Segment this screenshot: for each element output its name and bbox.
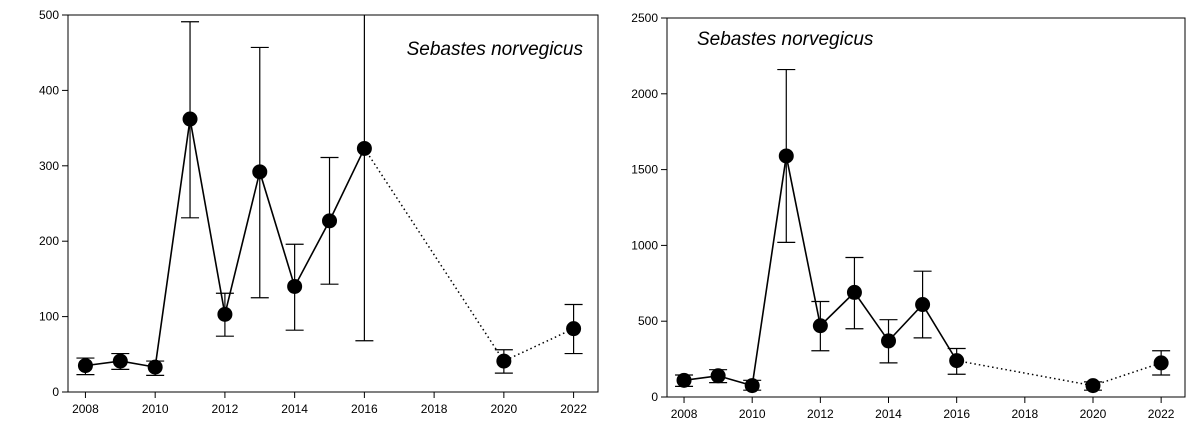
y-tick-label: 200 [39,234,59,248]
data-point [287,278,303,294]
data-point [710,368,726,384]
x-tick-label: 2016 [943,407,970,421]
y-tick-label: 400 [39,83,59,97]
y-tick-label: 500 [39,8,59,22]
x-tick-label: 2014 [281,402,308,416]
data-point [566,321,582,337]
x-tick-label: 2020 [491,402,518,416]
x-tick-label: 2020 [1080,407,1107,421]
y-tick-label: 1500 [631,163,658,177]
x-tick-label: 2014 [875,407,902,421]
data-point [915,297,931,313]
data-point [147,359,163,375]
y-tick-label: 500 [638,314,658,328]
data-point [496,353,512,369]
x-tick-label: 2016 [351,402,378,416]
data-point [949,353,965,369]
data-point [77,358,93,374]
x-tick-label: 2008 [671,407,698,421]
y-tick-label: 2000 [631,87,658,101]
x-tick-label: 2010 [739,407,766,421]
y-tick-label: 0 [52,385,59,399]
chart-title: Sebastes norvegicus [407,39,584,60]
data-point [217,306,233,322]
x-tick-label: 2008 [72,402,99,416]
y-tick-label: 100 [39,310,59,324]
chart-panel-right: 0 500 1000 1500 2000 2500 2008 2010 2012 2014 2016… [631,11,1186,421]
data-point [676,372,692,388]
x-tick-label: 2018 [421,402,448,416]
data-point [1153,355,1169,371]
series-line-dotted [363,148,574,363]
data-point [112,353,128,369]
data-point [322,213,338,229]
data-point [1085,378,1101,394]
y-tick-label: 300 [39,159,59,173]
data-point [252,164,268,180]
data-point [778,148,794,164]
data-point [356,140,372,156]
x-tick-label: 2022 [560,402,587,416]
y-tick-label: 0 [651,390,658,404]
x-tick-label: 2012 [212,402,239,416]
data-point [744,378,760,394]
data-point [881,333,897,349]
plot-frame [67,14,599,393]
y-tick-label: 2500 [631,11,658,25]
x-tick-label: 2012 [807,407,834,421]
x-tick-label: 2018 [1011,407,1038,421]
data-point [812,318,828,334]
plot-frame [666,17,1186,398]
data-point [846,284,862,300]
chart-panel-left: 0 100 200 300 400 500 2008 2010 2012 2014 2016 2018… [39,8,599,416]
series-line-dotted [956,359,1162,387]
data-point [182,111,198,127]
y-tick-label: 1000 [631,238,658,252]
x-tick-label: 2022 [1148,407,1175,421]
chart-title: Sebastes norvegicus [697,29,874,50]
x-tick-label: 2010 [142,402,169,416]
